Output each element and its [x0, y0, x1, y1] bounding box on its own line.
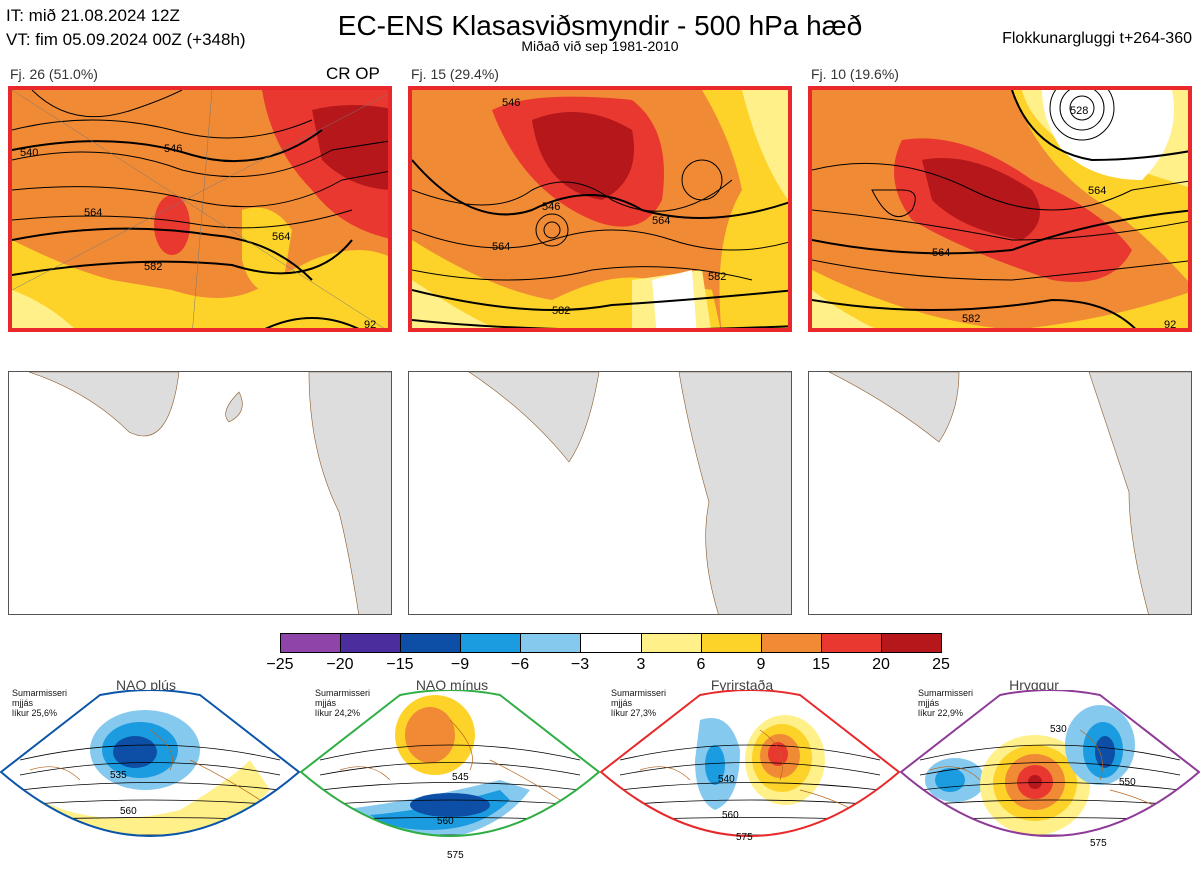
colorbar-swatch	[341, 634, 402, 652]
contour-label: 582	[962, 313, 980, 325]
regime-3-name: Fyrirstaða	[710, 677, 774, 693]
colorbar-tick: 9	[756, 656, 766, 673]
colorbar-tick: 15	[812, 656, 830, 673]
contour-label: 560	[120, 806, 137, 817]
contour-label: 564	[492, 241, 510, 253]
contour-label: 546	[542, 201, 560, 213]
cluster-3-map[interactable]: 528 564 564 582 92	[808, 86, 1192, 332]
colorbar	[280, 633, 942, 653]
contour-label: 530	[1050, 724, 1067, 735]
cluster-1-map[interactable]: 540 546 564 564 582 92	[8, 86, 392, 332]
regime-4-name: Hryggur	[1009, 677, 1059, 693]
regime-1-map: 535 560	[0, 690, 300, 837]
colorbar-tick: 6	[696, 656, 706, 673]
contour-label: 564	[1088, 185, 1106, 197]
regime-2-map: 545 560 575	[300, 690, 600, 861]
contour-label: 546	[502, 97, 520, 109]
colorbar-tick: −3	[570, 656, 590, 673]
contour-label: 560	[437, 816, 454, 827]
contour-label: 575	[1090, 838, 1107, 849]
blank-map-3	[808, 371, 1192, 615]
colorbar-tick: 3	[636, 656, 646, 673]
page-subtitle: Miðað við sep 1981-2010	[521, 38, 679, 54]
colorbar-tick: −6	[510, 656, 530, 673]
contour-label: 546	[164, 143, 182, 155]
contour-label: 545	[452, 772, 469, 783]
contour-label: 582	[708, 271, 726, 283]
colorbar-tick: −25	[266, 656, 294, 673]
cluster-1-label: Fj. 26 (51.0%)	[10, 66, 98, 82]
contour-label: 92	[1164, 319, 1176, 331]
classification-window: Flokkunargluggi t+264-360	[1002, 30, 1192, 47]
contour-label: 564	[932, 247, 950, 259]
colorbar-swatch	[281, 634, 342, 652]
contour-label: 582	[144, 261, 162, 273]
cluster-3-label: Fj. 10 (19.6%)	[811, 66, 899, 82]
colorbar-tick: 25	[932, 656, 950, 673]
contour-label: 560	[722, 810, 739, 821]
colorbar-swatch	[461, 634, 522, 652]
colorbar-tick: 20	[872, 656, 890, 673]
contour-label: 564	[84, 207, 102, 219]
colorbar-swatch	[821, 634, 882, 652]
contour-label: 92	[364, 319, 376, 331]
contour-label: 575	[447, 850, 464, 861]
colorbar-swatch	[701, 634, 762, 652]
contour-label: 540	[20, 147, 38, 159]
regime-1-name: NAO plús	[116, 677, 176, 693]
contour-label: 564	[272, 231, 290, 243]
contour-label: 528	[1070, 105, 1088, 117]
contour-label: 564	[652, 215, 670, 227]
colorbar-swatch	[641, 634, 702, 652]
cluster-2-map[interactable]: 546 546 564 564 582 582	[408, 86, 792, 332]
regime-2-info: Sumarmisseri mjjás líkur 24,2%	[315, 688, 371, 718]
colorbar-swatch	[581, 634, 642, 652]
colorbar-tick: −20	[326, 656, 354, 673]
contour-label: 540	[718, 774, 735, 785]
valid-time: VT: fim 05.09.2024 00Z (+348h)	[6, 30, 246, 49]
page-title: EC-ENS Klasasviðsmyndir - 500 hPa hæð	[337, 10, 863, 41]
contour-label: 582	[552, 305, 570, 317]
colorbar-swatch	[521, 634, 582, 652]
contour-label: 535	[110, 770, 127, 781]
cluster-1-tag: CR OP	[326, 64, 380, 83]
colorbar-tick: −15	[386, 656, 414, 673]
regime-1-info: Sumarmisseri mjjás líkur 25,6%	[12, 688, 68, 718]
regime-4-map: 530 550 575	[900, 690, 1200, 849]
colorbar-swatch	[761, 634, 822, 652]
regime-2-name: NAO mínus	[415, 677, 489, 693]
regime-4-info: Sumarmisseri mjjás líkur 22,9%	[918, 688, 974, 718]
colorbar-swatch	[881, 634, 942, 652]
regime-3-info: Sumarmisseri mjjás líkur 27,3%	[611, 688, 667, 718]
regime-3-map: 540 560 575	[600, 690, 900, 843]
contour-label: 550	[1119, 777, 1136, 788]
cluster-2-label: Fj. 15 (29.4%)	[411, 66, 499, 82]
colorbar-swatch	[401, 634, 462, 652]
blank-map-2	[408, 371, 792, 615]
initial-time: IT: mið 21.08.2024 12Z	[6, 6, 180, 25]
blank-map-1	[8, 371, 392, 615]
contour-label: 575	[736, 832, 753, 843]
colorbar-tick: −9	[450, 656, 470, 673]
